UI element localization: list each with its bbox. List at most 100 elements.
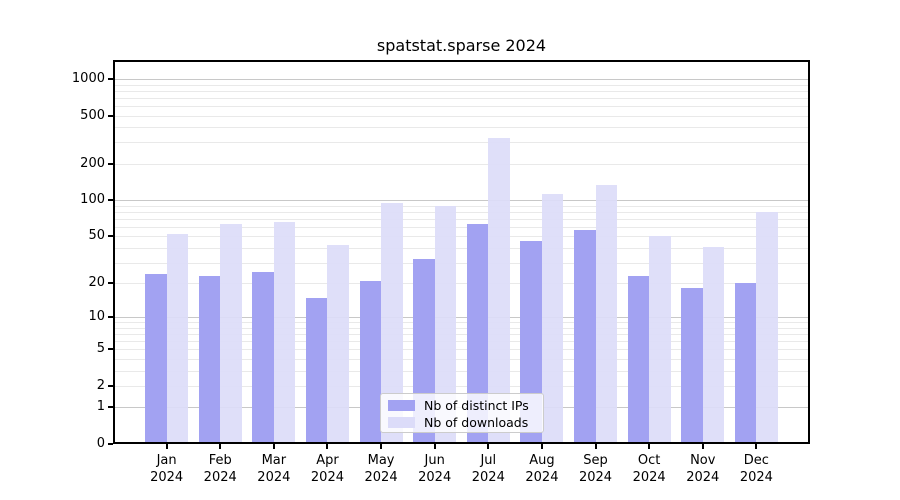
x-tick-label-dec-2024: Dec 2024 [739,453,773,485]
y-tick-mark-1000 [108,78,113,80]
y-tick-mark-1 [108,406,113,409]
legend: Nb of distinct IPs Nb of downloads [380,393,544,433]
y-tick-label-500: 500 [80,107,105,123]
y-tick-mark-100 [108,199,113,202]
x-tick-label-jun-2024: Jun 2024 [418,453,452,485]
gridline-minor-60 [113,227,810,228]
x-tick-mark-apr-2024 [326,444,329,449]
x-tick-label-nov-2024: Nov 2024 [686,453,720,485]
bar-downloads-aug-2024 [541,194,564,444]
y-tick-mark-200 [108,162,113,165]
bar-ips-may-2024 [359,280,382,444]
x-tick-label-may-2024: May 2024 [364,453,398,485]
legend-label-downloads: Nb of downloads [424,415,529,430]
gridline-minor-50 [113,236,810,237]
bar-ips-sep-2024 [574,229,596,444]
bar-ips-jul-2024 [466,223,489,444]
x-tick-mark-jan-2024 [165,444,168,449]
gridline-minor-40 [113,248,810,249]
bar-ips-oct-2024 [627,276,650,444]
x-tick-label-jul-2024: Jul 2024 [471,453,505,485]
bar-downloads-jun-2024 [434,205,457,444]
x-tick-mark-dec-2024 [755,444,758,449]
bar-ips-apr-2024 [305,297,328,444]
gridline-major-100 [113,200,810,201]
bar-downloads-sep-2024 [595,184,618,444]
y-tick-label-5: 5 [96,341,105,357]
gridline-minor-30 [113,263,810,264]
x-tick-label-sep-2024: Sep 2024 [578,453,613,485]
gridline-minor-80 [113,212,810,213]
legend-row-downloads: Nb of downloads [381,414,543,431]
gridline-minor-90 [113,206,810,207]
y-tick-label-20: 20 [88,275,105,291]
x-tick-mark-may-2024 [380,444,383,449]
gridline-minor-900 [113,85,810,86]
gridline-minor-4 [113,359,810,360]
gridline-minor-300 [113,142,810,143]
gridline-minor-700 [113,98,810,99]
y-tick-mark-0 [108,443,113,445]
x-tick-mark-jul-2024 [487,444,490,449]
bar-downloads-may-2024 [381,202,403,444]
y-tick-label-200: 200 [80,155,105,171]
y-tick-label-10: 10 [88,309,105,325]
x-tick-label-mar-2024: Mar 2024 [257,453,291,485]
x-tick-label-oct-2024: Oct 2024 [632,453,666,485]
gridline-minor-8 [113,328,810,329]
y-tick-mark-5 [108,348,113,351]
legend-row-ips: Nb of distinct IPs [381,397,543,414]
x-tick-mark-sep-2024 [594,444,597,449]
gridline-minor-800 [113,91,810,92]
x-tick-mark-jun-2024 [433,444,436,449]
gridline-minor-5 [113,349,810,350]
legend-swatch-downloads [388,417,415,428]
plot-area: Nb of distinct IPs Nb of downloads [113,60,810,444]
y-tick-mark-500 [108,114,113,117]
x-tick-label-feb-2024: Feb 2024 [203,453,237,485]
x-tick-mark-feb-2024 [219,444,222,449]
bar-ips-nov-2024 [681,288,703,444]
gridline-major-1000 [113,79,810,80]
y-tick-mark-50 [108,235,113,238]
y-tick-mark-10 [108,316,113,319]
bar-downloads-nov-2024 [702,246,725,444]
bar-ips-jan-2024 [145,273,167,444]
x-tick-label-jan-2024: Jan 2024 [150,453,184,485]
y-tick-label-0: 0 [96,436,105,451]
gridline-minor-200 [113,164,810,165]
gridline-minor-400 [113,127,810,128]
chart-title: spatstat.sparse 2024 [376,36,547,55]
gridline-minor-2 [113,386,810,387]
bar-downloads-jul-2024 [488,138,510,444]
gridline-minor-6 [113,341,810,342]
y-tick-mark-20 [108,282,113,285]
gridline-minor-9 [113,322,810,323]
bar-downloads-dec-2024 [756,211,778,444]
bar-ips-mar-2024 [252,271,274,444]
bar-downloads-oct-2024 [649,236,671,444]
bar-ips-feb-2024 [198,276,221,444]
bar-downloads-feb-2024 [220,223,242,444]
x-tick-mark-aug-2024 [540,444,543,449]
y-tick-label-1000: 1000 [71,71,105,86]
x-tick-label-aug-2024: Aug 2024 [525,453,559,485]
bar-downloads-mar-2024 [273,221,296,444]
gridline-minor-70 [113,219,810,220]
y-tick-label-2: 2 [96,377,105,393]
legend-label-ips: Nb of distinct IPs [424,398,529,413]
x-tick-label-apr-2024: Apr 2024 [310,453,344,485]
y-tick-mark-2 [108,384,113,387]
bar-ips-dec-2024 [734,283,757,444]
x-tick-mark-nov-2024 [701,444,704,449]
bar-downloads-jan-2024 [166,234,189,444]
gridline-minor-7 [113,334,810,335]
x-tick-mark-mar-2024 [272,444,275,449]
gridline-minor-500 [113,116,810,117]
x-tick-mark-oct-2024 [648,444,651,449]
gridline-major-10 [113,317,810,318]
gridline-minor-3 [113,371,810,372]
y-tick-label-50: 50 [88,228,105,244]
legend-swatch-ips [388,400,415,411]
